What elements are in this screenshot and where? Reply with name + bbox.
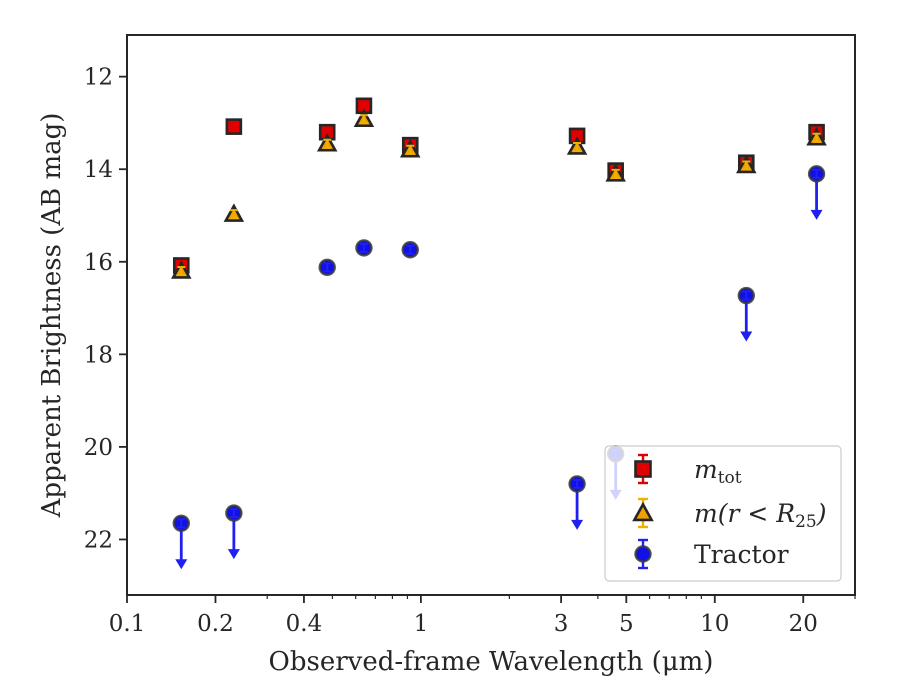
x-tick-label-2: 0.4 bbox=[286, 611, 323, 637]
series-2-point-1 bbox=[225, 504, 243, 560]
series-2-point-7-limit-arrow bbox=[740, 331, 753, 342]
legend-marker-1-shape bbox=[632, 501, 654, 522]
legend-markers bbox=[632, 453, 654, 570]
series-2-point-4 bbox=[401, 241, 419, 259]
series-0-point-1 bbox=[225, 118, 243, 135]
legend-marker-0-shape bbox=[634, 460, 652, 478]
legend-label-mtot: mtot bbox=[694, 455, 742, 488]
y-tick-label-5: 22 bbox=[84, 527, 113, 553]
series-1-point-0 bbox=[171, 260, 192, 279]
x-axis-label: Observed-frame Wavelength (μm) bbox=[269, 647, 714, 677]
y-tick-label-0: 12 bbox=[84, 65, 113, 91]
series-1-point-4 bbox=[399, 139, 421, 158]
series-2-point-5 bbox=[568, 475, 586, 530]
legend-label-mtot-sub: tot bbox=[718, 468, 742, 488]
series-1-point-8 bbox=[806, 127, 827, 146]
series-1 bbox=[171, 108, 827, 279]
series-2-point-0 bbox=[172, 514, 190, 570]
x-tick-label-6: 10 bbox=[700, 611, 729, 637]
legend-marker-1 bbox=[632, 497, 654, 529]
plot-frame bbox=[126, 34, 856, 596]
y-axis-label: Apparent Brightness (AB mag) bbox=[37, 113, 67, 519]
legend-label-mr25-sub: 25 bbox=[795, 512, 817, 532]
x-tick-label-5: 5 bbox=[619, 611, 634, 637]
legend-marker-2 bbox=[634, 538, 652, 570]
series-2-point-2 bbox=[318, 258, 336, 277]
series-1-point-6 bbox=[605, 163, 626, 182]
series-1-point-5 bbox=[566, 136, 588, 155]
x-tick-label-7: 20 bbox=[789, 611, 818, 637]
legend-label-tractor: Tractor bbox=[694, 540, 789, 569]
series-2-point-1-limit-arrow bbox=[227, 549, 240, 560]
legend-label-mr25: m(r < R25) bbox=[694, 499, 826, 532]
data-marks bbox=[171, 97, 827, 570]
legend-label-mtot-main: m bbox=[694, 455, 718, 484]
series-1-point-3 bbox=[353, 108, 375, 127]
legend-marker-2-shape bbox=[634, 545, 652, 563]
series-1-point-1 bbox=[223, 203, 245, 222]
x-tick-label-3: 1 bbox=[414, 611, 429, 637]
y-tick-label-2: 16 bbox=[84, 250, 113, 276]
x-tick-label-4: 3 bbox=[554, 611, 569, 637]
axes: 0.1 0.2 0.4 1 3 5 10 20 12 14 16 18 20 22 bbox=[84, 65, 856, 637]
legend-marker-0 bbox=[634, 453, 652, 485]
series-2-point-7 bbox=[737, 286, 755, 342]
series-1-point-2 bbox=[316, 133, 338, 152]
series-2-point-8-limit-arrow bbox=[810, 209, 823, 220]
series-2-point-3 bbox=[355, 239, 373, 257]
y-tick-label-1: 14 bbox=[84, 157, 113, 183]
x-tick-label-0: 0.1 bbox=[109, 611, 146, 637]
legend: mtot m(r < R25) Tractor bbox=[604, 445, 842, 582]
y-tick-label-3: 18 bbox=[84, 342, 113, 368]
series-2-point-5-limit-arrow bbox=[571, 519, 584, 530]
y-tick-label-4: 20 bbox=[84, 435, 113, 461]
legend-box bbox=[604, 445, 842, 582]
x-tick-label-1: 0.2 bbox=[197, 611, 234, 637]
legend-label-mr25-main: m(r < R bbox=[694, 499, 795, 528]
legend-label-mr25-tail: ) bbox=[816, 499, 827, 528]
series-2-point-0-limit-arrow bbox=[175, 559, 188, 570]
series-2-point-8 bbox=[807, 165, 826, 220]
series-1-point-7 bbox=[736, 154, 757, 174]
